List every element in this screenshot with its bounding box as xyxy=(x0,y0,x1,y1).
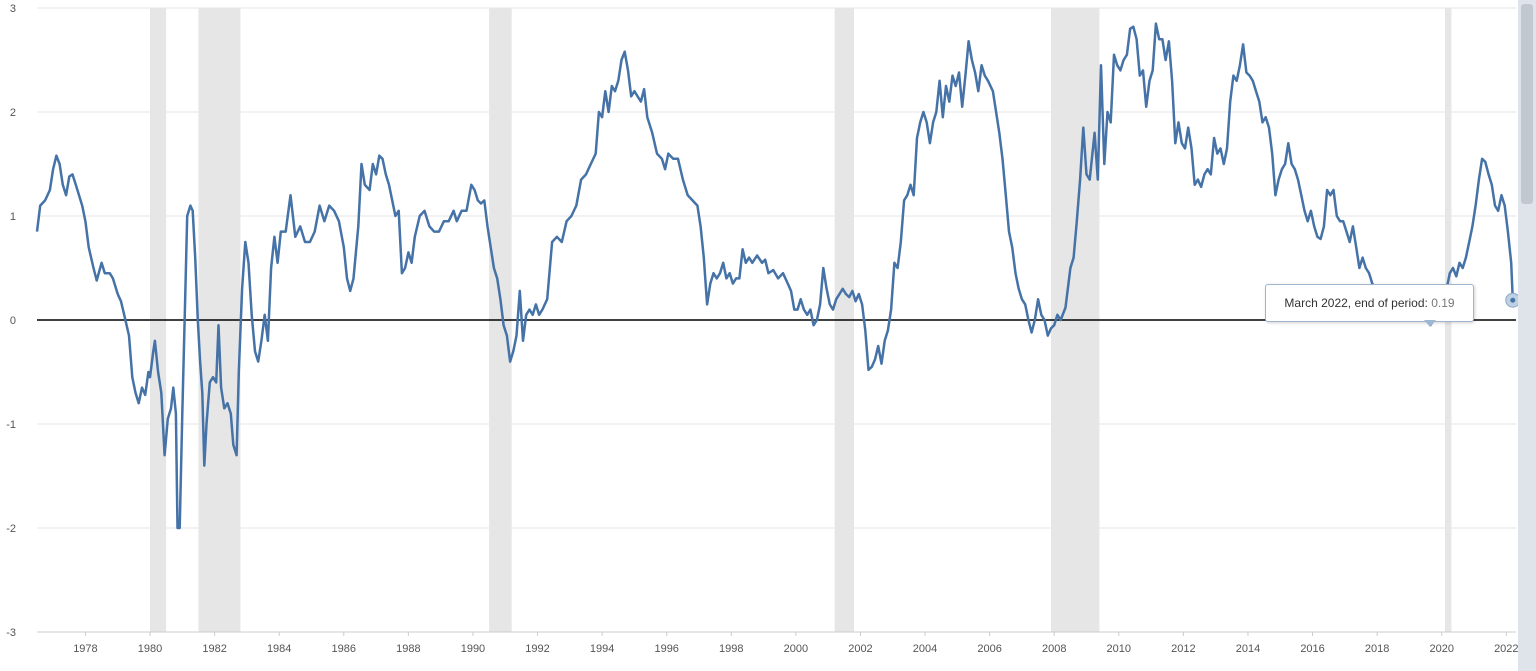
x-tick-label: 1984 xyxy=(267,643,291,655)
x-tick-label: 1992 xyxy=(525,643,549,655)
x-axis-ticks: 1978 1980 1982 1984 1986 1988 1990 1992 1994 1996… xyxy=(37,631,1519,655)
y-axis-ticks: 3 2 1 0 -1 -2 -3 xyxy=(6,3,16,639)
x-tick-label: 1994 xyxy=(590,643,614,655)
vertical-scrollbar[interactable] xyxy=(1518,0,1536,671)
x-tick-label: 2014 xyxy=(1236,643,1260,655)
y-tick-label: -2 xyxy=(6,523,16,535)
x-tick-label: 1998 xyxy=(719,643,743,655)
x-tick-label: 2010 xyxy=(1107,643,1131,655)
series-line[interactable] xyxy=(35,22,1515,530)
x-tick-label: 1982 xyxy=(202,643,226,655)
tooltip-arrow-icon xyxy=(1424,320,1436,327)
x-tick-label: 2008 xyxy=(1042,643,1066,655)
x-tick-label: 2006 xyxy=(977,643,1001,655)
y-tick-label: 1 xyxy=(10,211,16,223)
series-layer xyxy=(35,22,1515,530)
x-tick-label: 1996 xyxy=(654,643,678,655)
y-tick-label: 3 xyxy=(10,3,16,15)
x-tick-label: 2022 xyxy=(1494,643,1518,655)
x-tick-label: 2004 xyxy=(913,643,937,655)
x-tick-label: 1988 xyxy=(396,643,420,655)
x-tick-label: 2018 xyxy=(1365,643,1389,655)
x-tick-label: 2000 xyxy=(784,643,808,655)
x-tick-label: 1980 xyxy=(138,643,162,655)
x-tick-label: 1986 xyxy=(332,643,356,655)
x-tick-label: 2020 xyxy=(1429,643,1453,655)
y-tick-label: -3 xyxy=(6,627,16,639)
x-tick-label: 2016 xyxy=(1300,643,1324,655)
hover-marker-layer xyxy=(1505,292,1521,308)
y-tick-label: 2 xyxy=(10,107,16,119)
x-tick-label: 1990 xyxy=(461,643,485,655)
scrollbar-thumb[interactable] xyxy=(1521,4,1533,204)
x-tick-label: 2002 xyxy=(848,643,872,655)
tooltip-label: March 2022, end of period: xyxy=(1284,296,1428,310)
y-tick-label: 0 xyxy=(10,315,16,327)
data-tooltip: March 2022, end of period: 0.19 xyxy=(1265,284,1474,322)
y-tick-label: -1 xyxy=(6,419,16,431)
tooltip-value: 0.19 xyxy=(1431,296,1455,310)
hover-marker-point[interactable] xyxy=(1510,297,1516,303)
x-tick-label: 2012 xyxy=(1171,643,1195,655)
x-tick-label: 1978 xyxy=(73,643,97,655)
